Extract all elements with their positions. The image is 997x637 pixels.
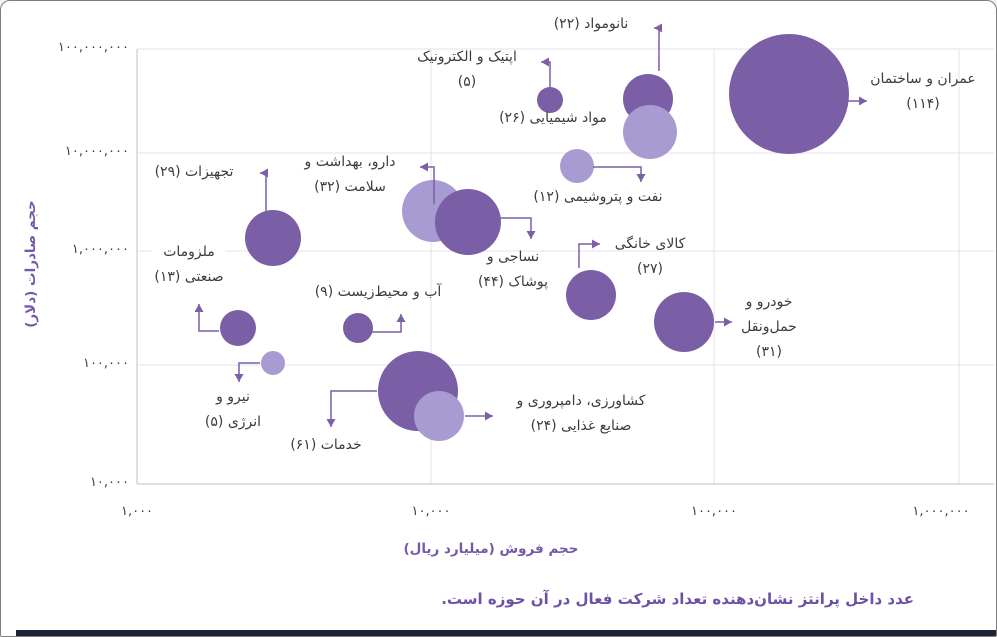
- bubble-water-environment: [343, 313, 373, 343]
- x-tick-label: ۱,۰۰۰: [120, 504, 154, 519]
- bubble-household-goods: [566, 270, 616, 320]
- arrowhead-auto-transport: [724, 317, 732, 327]
- footer-bar: [16, 630, 996, 636]
- x-tick-label: ۱,۰۰۰,۰۰۰: [912, 504, 970, 519]
- arrowhead-household-goods: [592, 239, 600, 249]
- bubble-optics: [537, 87, 563, 113]
- x-tick-label: ۱۰,۰۰۰: [411, 504, 451, 519]
- bubble-textile-apparel: [435, 189, 501, 255]
- arrowhead-services: [326, 419, 336, 427]
- chart-caption: عدد داخل پرانتز نشان‌دهنده تعداد شرکت فع…: [441, 590, 914, 608]
- x-tick-label: ۱۰۰,۰۰۰: [690, 504, 738, 519]
- arrowhead-oil-petrochemical: [636, 174, 646, 182]
- arrowhead-water-environment: [396, 314, 406, 322]
- leader-line-power-energy: [238, 362, 260, 382]
- arrowhead-optics: [541, 57, 549, 67]
- y-axis-title: حجم صادرات (دلار): [23, 200, 39, 328]
- leader-line-household-goods: [578, 243, 600, 268]
- label-nano: نانومواد (۲۲): [553, 16, 629, 32]
- label-industrial-supplies: ملزومات صنعتی (۱۳): [152, 240, 226, 290]
- label-textile-apparel: نساجی و پوشاک (۴۴): [477, 249, 549, 290]
- arrowhead-equipment: [260, 168, 268, 178]
- bubble-industrial-supplies: [220, 310, 256, 346]
- leader-line-services: [330, 390, 377, 427]
- arrowhead-nano: [654, 23, 662, 33]
- leader-line-industrial-supplies: [198, 304, 219, 332]
- label-oil-petrochemical: نفت و پتروشیمی (۱۲): [533, 189, 663, 205]
- arrowhead-construction: [859, 96, 867, 106]
- leader-line-textile-apparel: [497, 217, 532, 239]
- bubble-construction: [729, 34, 849, 154]
- label-services: خدمات (۶۱): [290, 437, 362, 453]
- label-optics: اپتیک و الکترونیک (۵): [417, 49, 517, 90]
- y-tick-label: ۱۰,۰۰۰,۰۰۰: [64, 144, 129, 159]
- bubble-auto-transport: [654, 292, 714, 352]
- label-auto-transport: خودرو و حمل‌ونقل (۳۱): [741, 294, 797, 360]
- label-construction: عمران و ساختمان (۱۱۴): [870, 71, 976, 112]
- y-tick-label: ۱۰۰,۰۰۰,۰۰۰: [57, 40, 129, 55]
- arrowhead-textile-apparel: [526, 231, 536, 239]
- label-water-environment: آب و محیط‌زیست (۹): [314, 284, 442, 300]
- x-axis-title: حجم فروش (میلیارد ریال): [403, 541, 579, 557]
- leader-line-equipment: [260, 172, 267, 211]
- arrowhead-agri-food: [485, 411, 493, 421]
- y-tick-label: ۱,۰۰۰,۰۰۰: [71, 242, 129, 257]
- label-chemicals: مواد شیمیایی (۲۶): [499, 110, 607, 126]
- arrowhead-industrial-supplies: [194, 304, 204, 312]
- bubble-chemicals: [623, 105, 677, 159]
- arrowhead-pharma-health: [420, 162, 428, 172]
- label-power-energy: نیرو و انرژی (۵): [204, 389, 262, 430]
- label-household-goods: کالای خانگی (۲۷): [614, 236, 686, 277]
- leader-line-oil-petrochemical: [593, 166, 642, 182]
- bubble-power-energy: [261, 351, 285, 375]
- label-pharma-health: دارو، بهداشت و سلامت (۳۲): [304, 154, 396, 195]
- y-tick-label: ۱۰,۰۰۰: [89, 475, 129, 490]
- label-agri-food: کشاورزی، دامپروری و صنایع غذایی (۲۴): [516, 393, 646, 434]
- bubble-agri-food: [414, 391, 464, 441]
- bubble-oil-petrochemical: [560, 149, 594, 183]
- arrowhead-power-energy: [234, 374, 244, 382]
- y-tick-label: ۱۰۰,۰۰۰: [82, 356, 129, 371]
- label-equipment: تجهیزات (۲۹): [154, 164, 234, 180]
- bubble-equipment: [245, 210, 301, 266]
- leader-line-water-environment: [372, 314, 402, 333]
